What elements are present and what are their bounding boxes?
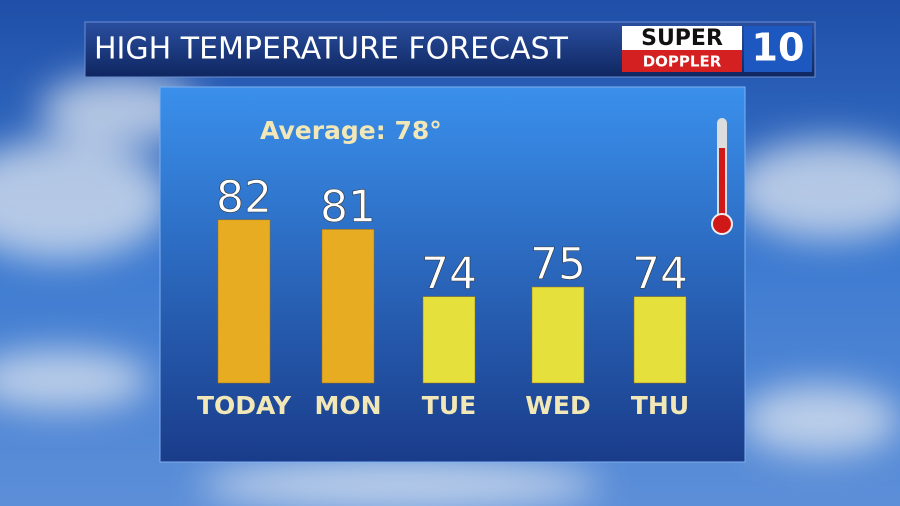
value-label: 74 [421,249,477,300]
x-tick-label: TUE [422,391,476,420]
logo-text: SUPER [641,26,723,51]
logo-box [622,26,742,50]
thermometer [719,148,725,223]
chart-title: HIGH TEMPERATURE FORECAST [94,32,569,67]
logo-text: DOPPLER [643,53,722,71]
x-tick-label: WED [525,391,590,420]
logo-number: 10 [752,26,805,70]
x-tick-label: MON [314,391,381,420]
value-label: 75 [530,239,586,290]
value-label: 81 [320,181,376,232]
bar [531,286,585,384]
x-tick-label: TODAY [197,391,292,420]
annotation: Average: 78° [260,116,442,145]
bar [633,296,687,384]
logo-box [744,26,812,72]
logo-box [622,50,742,72]
bar [422,296,476,384]
value-label: 82 [216,172,272,223]
bar [217,219,271,384]
thermometer [711,213,733,235]
x-tick-label: THU [631,391,689,420]
value-label: 74 [632,249,688,300]
bar [321,229,375,384]
